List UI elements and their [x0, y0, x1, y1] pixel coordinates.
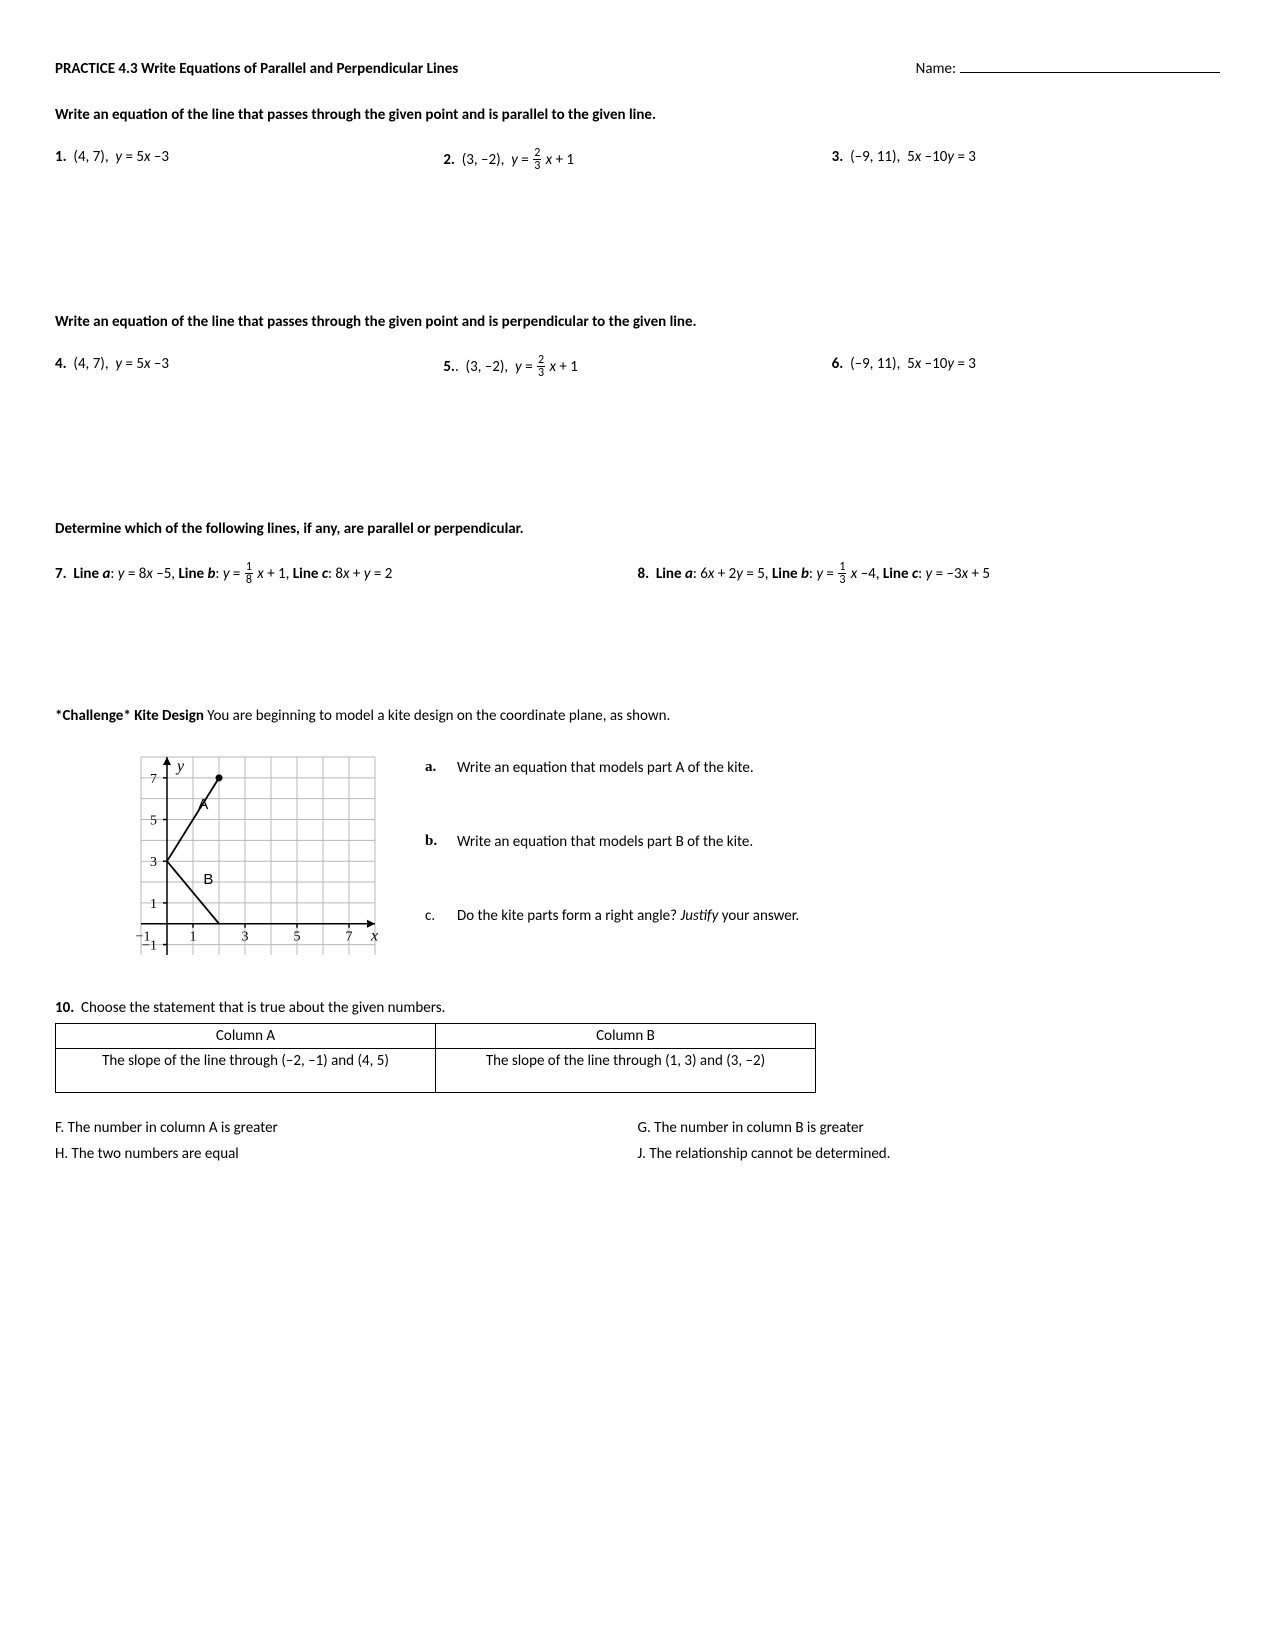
challenge-subquestions: a. Write an equation that models part A … — [425, 749, 1220, 969]
section1-instruction: Write an equation of the line that passe… — [55, 106, 1220, 124]
q8-lineb-lbl: b — [801, 565, 809, 583]
challenge-c-label: c. — [425, 907, 443, 925]
svg-text:x: x — [370, 928, 378, 945]
q8-linea-lbl: a — [685, 565, 693, 583]
question-1: 1. (4, 7), y = 5x –3 — [55, 148, 443, 173]
q2-point: (3, –2), — [462, 151, 505, 169]
q3-point: (–9, 11), — [850, 148, 900, 166]
q4-point: (4, 7), — [73, 355, 108, 373]
q10-table: Column A Column B The slope of the line … — [55, 1023, 816, 1093]
q10-instruction: Choose the statement that is true about … — [81, 999, 445, 1017]
q2-frac-den: 3 — [533, 160, 541, 172]
q10-choices: F. The number in column A is greater G. … — [55, 1119, 1220, 1171]
section3-instruction: Determine which of the following lines, … — [55, 520, 1220, 538]
q8-lineb-pre: Line — [772, 565, 801, 583]
challenge-b-text: Write an equation that models part B of … — [457, 833, 753, 851]
choice-j[interactable]: J. The relationship cannot be determined… — [638, 1145, 1221, 1163]
challenge-heading: *Challenge* Kite Design You are beginnin… — [55, 707, 1220, 725]
challenge-a: a. Write an equation that models part A … — [425, 759, 1220, 777]
q1-number: 1. — [55, 148, 67, 166]
svg-text:1: 1 — [190, 930, 197, 945]
q10-colA-cell: The slope of the line through (–2, –1) a… — [56, 1049, 436, 1093]
challenge-a-text: Write an equation that models part A of … — [457, 759, 754, 777]
svg-text:B: B — [203, 871, 213, 888]
q7-lineb-pre: Line — [178, 565, 207, 583]
worksheet-title: PRACTICE 4.3 Write Equations of Parallel… — [55, 60, 458, 78]
svg-text:A: A — [198, 796, 208, 813]
q3-number: 3. — [832, 148, 844, 166]
question-4: 4. (4, 7), y = 5x –3 — [55, 355, 443, 380]
q1-point: (4, 7), — [73, 148, 108, 166]
q10-colB-header: Column B — [436, 1024, 816, 1049]
section2-instruction: Write an equation of the line that passe… — [55, 313, 1220, 331]
name-blank-line[interactable] — [960, 72, 1220, 73]
q8-linec-pre: Line — [883, 565, 912, 583]
q5-frac-den: 3 — [537, 367, 545, 379]
section2-questions: 4. (4, 7), y = 5x –3 5.. (3, –2), y = 23… — [55, 355, 1220, 380]
q7-linea-pre: Line — [73, 565, 102, 583]
svg-text:7: 7 — [150, 772, 157, 787]
question-7: 7. Line a: y = 8x –5, Line b: y = 18 x +… — [55, 562, 638, 587]
svg-text:−1: −1 — [136, 930, 151, 945]
svg-text:7: 7 — [346, 930, 353, 945]
svg-text:5: 5 — [294, 930, 301, 945]
kite-graph: −113571357−1yxAB — [55, 749, 385, 969]
section3-questions: 7. Line a: y = 8x –5, Line b: y = 18 x +… — [55, 562, 1220, 587]
name-field: Name: — [916, 60, 1220, 78]
q10-colB-cell: The slope of the line through (1, 3) and… — [436, 1049, 816, 1093]
svg-text:1: 1 — [150, 897, 157, 912]
challenge-title: *Challenge* Kite Design — [55, 707, 207, 725]
question-10: 10. Choose the statement that is true ab… — [55, 999, 1220, 1017]
challenge-content: −113571357−1yxAB a. Write an equation th… — [55, 749, 1220, 969]
q7-number: 7. — [55, 565, 67, 583]
kite-graph-svg: −113571357−1yxAB — [105, 749, 385, 969]
section1-questions: 1. (4, 7), y = 5x –3 2. (3, –2), y = 23 … — [55, 148, 1220, 173]
q6-number: 6. — [832, 355, 844, 373]
challenge-a-label: a. — [425, 759, 443, 777]
question-8: 8. Line a: 6x + 2y = 5, Line b: y = 13 x… — [638, 562, 1221, 587]
worksheet-header: PRACTICE 4.3 Write Equations of Parallel… — [55, 60, 1220, 78]
svg-text:5: 5 — [150, 814, 157, 829]
q5-point: (3, –2), — [466, 358, 509, 376]
svg-text:3: 3 — [150, 855, 157, 870]
question-6: 6. (–9, 11), 5x –10y = 3 — [832, 355, 1220, 380]
q8-linea-pre: Line — [656, 565, 685, 583]
challenge-c-text: Do the kite parts form a right angle? Ju… — [457, 907, 799, 925]
q8-frac-d: 3 — [838, 574, 846, 586]
q7-linec-pre: Line — [293, 565, 322, 583]
q4-number: 4. — [55, 355, 67, 373]
choice-g[interactable]: G. The number in column B is greater — [638, 1119, 1221, 1137]
challenge-text: You are beginning to model a kite design… — [207, 707, 670, 725]
challenge-b-label: b. — [425, 833, 443, 851]
question-3: 3. (–9, 11), 5x –10y = 3 — [832, 148, 1220, 173]
svg-text:y: y — [175, 758, 185, 775]
q5-number: 5. — [443, 358, 455, 376]
svg-text:3: 3 — [242, 930, 249, 945]
choice-f[interactable]: F. The number in column A is greater — [55, 1119, 638, 1137]
challenge-c: c. Do the kite parts form a right angle?… — [425, 907, 1220, 925]
q8-number: 8. — [638, 565, 650, 583]
name-label: Name: — [916, 60, 956, 78]
q7-frac-d: 8 — [245, 574, 253, 586]
q2-number: 2. — [443, 151, 455, 169]
q10-colA-header: Column A — [56, 1024, 436, 1049]
question-2: 2. (3, –2), y = 23 x + 1 — [443, 148, 831, 173]
q10-number: 10. — [55, 999, 74, 1017]
choice-h[interactable]: H. The two numbers are equal — [55, 1145, 638, 1163]
q6-point: (–9, 11), — [850, 355, 900, 373]
challenge-b: b. Write an equation that models part B … — [425, 833, 1220, 851]
question-5: 5.. (3, –2), y = 23 x + 1 — [443, 355, 831, 380]
